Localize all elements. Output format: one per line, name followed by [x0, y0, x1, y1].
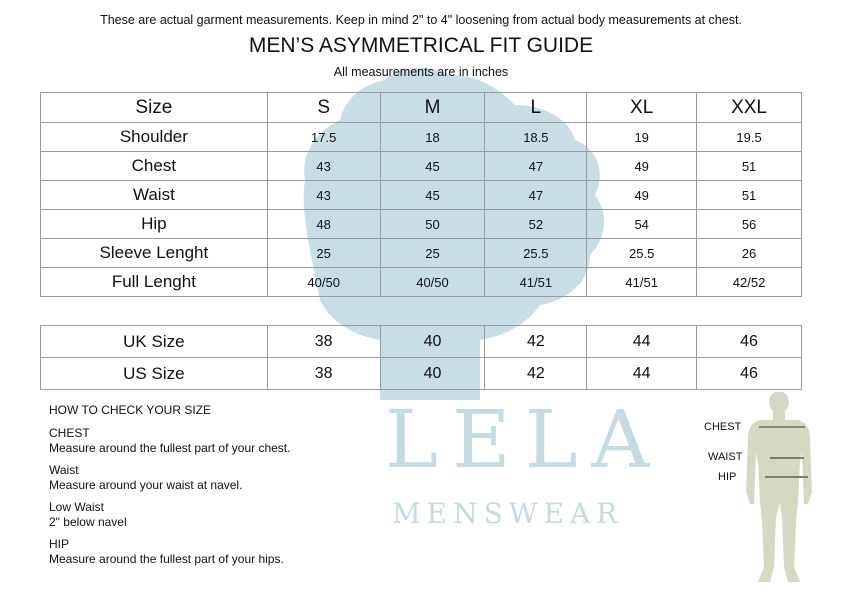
watermark-lela: LELA [385, 393, 664, 486]
header-cell: XXL [696, 92, 802, 123]
table-row: US Size 38 40 42 44 46 [40, 357, 802, 390]
value-cell: 19.5 [696, 122, 802, 152]
how-to-item: HIP Measure around the fullest part of yo… [49, 537, 290, 567]
row-label: UK Size [40, 325, 268, 358]
table-row: Waist 43 45 47 49 51 [40, 180, 802, 210]
table-header-row: Size S M L XL XXL [40, 92, 802, 123]
how-to-item-name: Waist [49, 463, 79, 477]
value-cell: 38 [266, 325, 381, 358]
value-cell: 48 [266, 209, 381, 239]
value-cell: 42 [484, 325, 588, 358]
value-cell: 45 [379, 180, 486, 210]
how-to-item-name: HIP [49, 537, 70, 551]
loosening-note: These are actual garment measurements. K… [100, 13, 742, 27]
value-cell: 25 [266, 238, 381, 268]
value-cell: 54 [586, 209, 698, 239]
value-cell: 40/50 [379, 267, 486, 297]
header-cell: S [266, 92, 381, 123]
value-cell: 51 [696, 151, 802, 181]
row-label: Hip [40, 209, 268, 239]
how-to-item-text: Measure around the fullest part of your … [49, 552, 284, 566]
table-row: Shoulder 17.5 18 18.5 19 19.5 [40, 122, 802, 152]
body-silhouette-icon [746, 391, 812, 582]
value-cell: 25.5 [484, 238, 588, 268]
value-cell: 56 [696, 209, 802, 239]
value-cell: 46 [696, 357, 802, 390]
value-cell: 25.5 [586, 238, 698, 268]
value-cell: 17.5 [266, 122, 381, 152]
value-cell: 47 [484, 151, 588, 181]
value-cell: 18.5 [484, 122, 588, 152]
table-row: UK Size 38 40 42 44 46 [40, 325, 802, 358]
value-cell: 40 [379, 325, 486, 358]
how-to-item-name: Low Waist [49, 500, 104, 514]
how-to-item-text: Measure around your waist at navel. [49, 478, 243, 492]
value-cell: 42 [484, 357, 588, 390]
conversion-table: UK Size 38 40 42 44 46 US Size 38 40 42 44 46 [40, 325, 802, 390]
units-subtitle: All measurements are in inches [333, 65, 509, 79]
value-cell: 41/51 [484, 267, 588, 297]
how-to-item: CHEST Measure around the fullest part of … [49, 426, 290, 456]
row-label: US Size [40, 357, 268, 390]
value-cell: 43 [266, 180, 381, 210]
body-figure: CHEST WAIST HIP [700, 391, 840, 592]
value-cell: 40/50 [266, 267, 381, 297]
value-cell: 38 [266, 357, 381, 390]
watermark-menswear: MENSWEAR [392, 497, 624, 530]
header-cell: M [379, 92, 486, 123]
row-label: Chest [40, 151, 268, 181]
waist-label: WAIST [708, 451, 743, 463]
value-cell: 43 [266, 151, 381, 181]
table-row: Chest 43 45 47 49 51 [40, 151, 802, 181]
value-cell: 44 [586, 325, 698, 358]
table-row: Hip 48 50 52 54 56 [40, 209, 802, 239]
how-to-item: Waist Measure around your waist at navel. [49, 463, 290, 493]
page-title: MEN’S ASYMMETRICAL FIT GUIDE [248, 34, 594, 57]
size-table: Size S M L XL XXL Shoulder 17.5 18 18.5 19 19… [40, 92, 802, 297]
table-row: Full Lenght 40/50 40/50 41/51 41/51 42/52 [40, 267, 802, 297]
chest-label: CHEST [704, 421, 742, 433]
header-cell: XL [586, 92, 698, 123]
header-cell: L [484, 92, 588, 123]
header-cell: Size [40, 92, 268, 123]
row-label: Shoulder [40, 122, 268, 152]
row-label: Sleeve Lenght [40, 238, 268, 268]
value-cell: 18 [379, 122, 486, 152]
how-to-item-text: 2" below navel [49, 515, 127, 529]
how-to-title: HOW TO CHECK YOUR SIZE [49, 403, 212, 417]
row-label: Waist [40, 180, 268, 210]
how-to-section: HOW TO CHECK YOUR SIZE CHEST Measure arou… [49, 403, 290, 574]
value-cell: 25 [379, 238, 486, 268]
how-to-item-name: CHEST [49, 426, 90, 440]
value-cell: 47 [484, 180, 588, 210]
value-cell: 49 [586, 151, 698, 181]
how-to-item: Low Waist 2" below navel [49, 500, 290, 530]
how-to-item-text: Measure around the fullest part of your … [49, 441, 291, 455]
value-cell: 26 [696, 238, 802, 268]
value-cell: 51 [696, 180, 802, 210]
hip-label: HIP [718, 471, 737, 483]
value-cell: 19 [586, 122, 698, 152]
value-cell: 45 [379, 151, 486, 181]
row-label: Full Lenght [40, 267, 268, 297]
value-cell: 42/52 [696, 267, 802, 297]
value-cell: 44 [586, 357, 698, 390]
value-cell: 46 [696, 325, 802, 358]
value-cell: 52 [484, 209, 588, 239]
value-cell: 40 [379, 357, 486, 390]
value-cell: 50 [379, 209, 486, 239]
value-cell: 41/51 [586, 267, 698, 297]
value-cell: 49 [586, 180, 698, 210]
table-row: Sleeve Lenght 25 25 25.5 25.5 26 [40, 238, 802, 268]
